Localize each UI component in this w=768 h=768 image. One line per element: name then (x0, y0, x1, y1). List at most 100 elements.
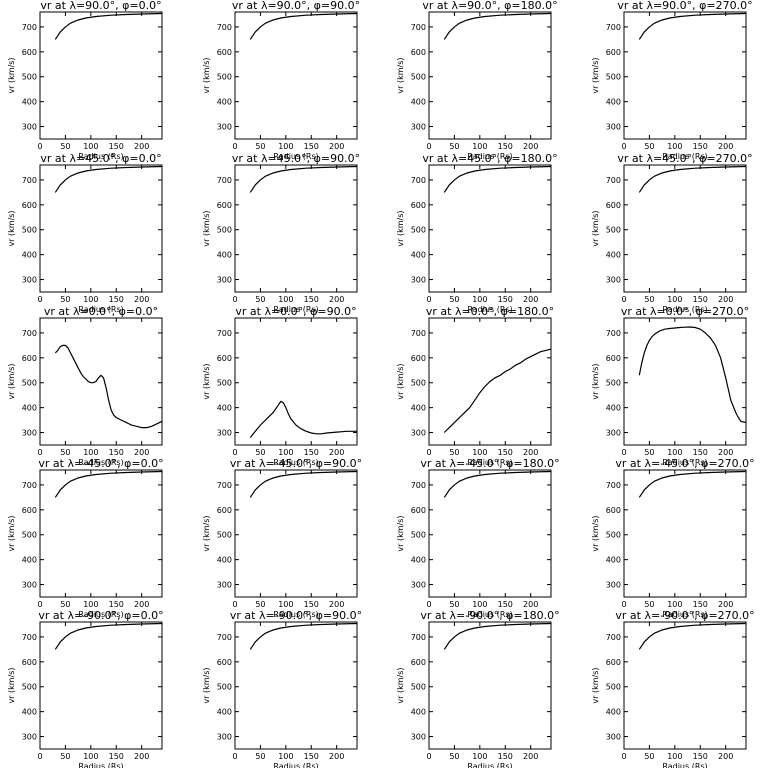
y-tick-label: 700 (606, 23, 621, 32)
x-tick-label: 100 (472, 142, 487, 151)
x-axis-label: Radius (Rs) (467, 458, 512, 467)
y-tick-label: 500 (411, 226, 426, 235)
x-tick-label: 0 (621, 142, 626, 151)
x-tick-label: 0 (621, 752, 626, 761)
x-axis-label: Radius (Rs) (662, 610, 707, 619)
y-tick-label: 300 (606, 733, 621, 742)
x-tick-label: 100 (278, 752, 293, 761)
y-tick-label: 300 (411, 123, 426, 132)
x-tick-label: 100 (83, 142, 98, 151)
x-tick-label: 50 (255, 142, 265, 151)
y-tick-label: 700 (411, 23, 426, 32)
y-tick-label: 500 (22, 73, 37, 82)
y-tick-label: 400 (217, 708, 232, 717)
y-tick-label: 500 (606, 226, 621, 235)
y-tick-label: 700 (606, 176, 621, 185)
panel-title: vr at λ=-90.0°, φ=270.0° (615, 609, 754, 622)
x-axis-label: Radius (Rs) (273, 458, 318, 467)
y-tick-label: 500 (411, 379, 426, 388)
x-tick-label: 200 (329, 142, 344, 151)
y-tick-label: 700 (217, 633, 232, 642)
x-tick-label: 200 (134, 295, 149, 304)
x-tick-label: 50 (644, 448, 654, 457)
x-tick-label: 0 (621, 600, 626, 609)
x-tick-label: 50 (449, 600, 459, 609)
y-tick-label: 400 (411, 708, 426, 717)
plot-frame (623, 11, 747, 140)
x-tick-label: 150 (498, 142, 513, 151)
series-line (54, 344, 163, 429)
y-tick-label: 600 (606, 48, 621, 57)
x-tick-label: 200 (134, 752, 149, 761)
plot-frame (234, 317, 358, 446)
x-tick-label: 50 (644, 600, 654, 609)
y-tick-label: 700 (411, 481, 426, 490)
panel-1: vr at λ=90.0°, φ=0.0° 0 50 100 150 200 300 400 5… (7, 0, 163, 161)
y-tick-label: 400 (411, 556, 426, 565)
y-tick-label: 600 (606, 658, 621, 667)
x-tick-label: 50 (644, 295, 654, 304)
x-tick-label: 0 (426, 600, 431, 609)
y-tick-label: 700 (217, 176, 232, 185)
panel-18: vr at λ=-90.0°, φ=90.0° 0 50 100 150 200 300 40… (202, 609, 362, 768)
y-tick-label: 600 (411, 48, 426, 57)
x-tick-label: 100 (83, 448, 98, 457)
panel-title: vr at λ=-45.0°, φ=90.0° (230, 457, 362, 470)
y-tick-label: 600 (217, 506, 232, 515)
x-axis-label: Radius (Rs) (467, 762, 512, 768)
y-tick-label: 300 (217, 276, 232, 285)
series-line (54, 165, 163, 193)
x-tick-label: 0 (621, 448, 626, 457)
series-line (249, 165, 358, 193)
y-axis-label: vr (km/s) (396, 515, 405, 551)
y-tick-label: 600 (217, 201, 232, 210)
plot-frame (39, 11, 163, 140)
series-line (638, 165, 747, 193)
x-axis-label: Radius (Rs) (78, 305, 123, 314)
panel-title: vr at λ=-90.0°, φ=90.0° (230, 609, 362, 622)
y-tick-label: 500 (22, 683, 37, 692)
y-tick-label: 500 (22, 379, 37, 388)
y-tick-label: 600 (411, 201, 426, 210)
y-tick-label: 400 (606, 708, 621, 717)
series-line (443, 348, 552, 433)
y-axis-label: vr (km/s) (396, 667, 405, 703)
plot-frame (428, 469, 552, 598)
plot-frame (39, 164, 163, 293)
x-tick-label: 50 (449, 142, 459, 151)
x-tick-label: 200 (718, 142, 733, 151)
x-tick-label: 50 (60, 142, 70, 151)
panel-4: vr at λ=90.0°, φ=270.0° 0 50 100 150 200 300 40… (591, 0, 753, 161)
x-tick-label: 100 (667, 295, 682, 304)
y-tick-label: 500 (22, 531, 37, 540)
y-axis-label: vr (km/s) (7, 515, 16, 551)
y-tick-label: 500 (606, 531, 621, 540)
y-tick-label: 300 (22, 123, 37, 132)
x-tick-label: 0 (232, 448, 237, 457)
y-tick-label: 500 (606, 683, 621, 692)
x-tick-label: 150 (693, 752, 708, 761)
plot-frame (428, 621, 552, 750)
y-axis-label: vr (km/s) (7, 57, 16, 93)
y-tick-label: 700 (22, 23, 37, 32)
panel-title: vr at λ=90.0°, φ=270.0° (617, 0, 752, 12)
series-line (249, 470, 358, 498)
y-axis-label: vr (km/s) (7, 363, 16, 399)
x-tick-label: 200 (134, 600, 149, 609)
y-tick-label: 400 (217, 404, 232, 413)
y-tick-label: 500 (606, 73, 621, 82)
x-tick-label: 100 (472, 600, 487, 609)
x-tick-label: 200 (329, 295, 344, 304)
y-axis-label: vr (km/s) (396, 57, 405, 93)
x-tick-label: 50 (449, 295, 459, 304)
y-tick-label: 300 (411, 733, 426, 742)
y-tick-label: 700 (411, 176, 426, 185)
y-tick-label: 300 (411, 429, 426, 438)
x-tick-label: 0 (232, 752, 237, 761)
y-tick-label: 300 (411, 276, 426, 285)
y-axis-label: vr (km/s) (202, 210, 211, 246)
x-tick-label: 0 (37, 752, 42, 761)
x-tick-label: 100 (278, 142, 293, 151)
x-tick-label: 100 (667, 448, 682, 457)
panel-2: vr at λ=90.0°, φ=90.0° 0 50 100 150 200 300 400… (202, 0, 360, 161)
